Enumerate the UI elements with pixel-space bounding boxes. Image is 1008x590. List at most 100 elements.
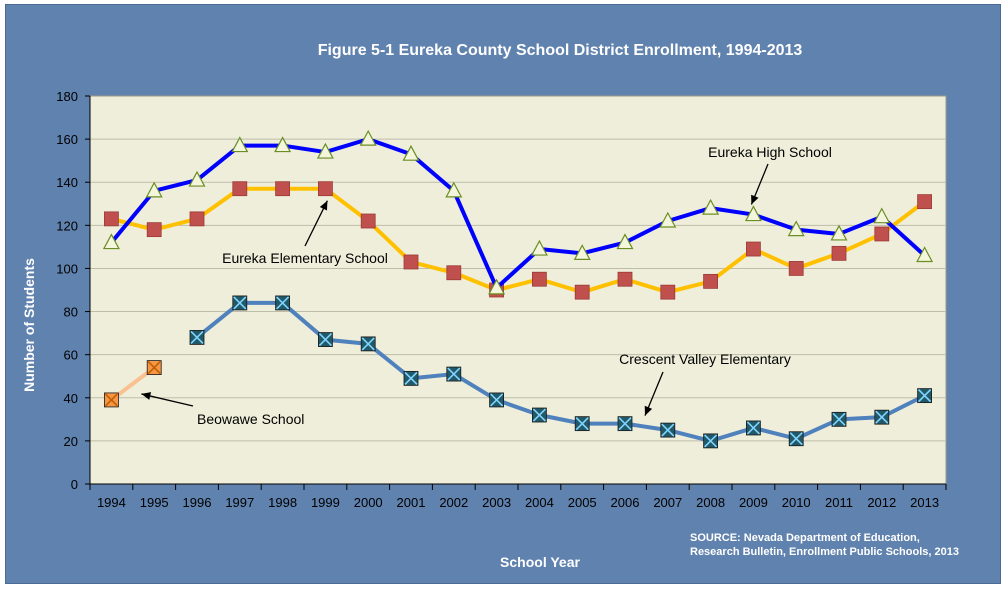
eureka-high-school-point [274, 136, 292, 153]
x-tick-label: 2012 [867, 495, 896, 510]
beowawe-school-arrowhead [141, 392, 152, 400]
eureka-elementary-school-point [189, 211, 205, 227]
crescent-valley-elementary-point [660, 422, 676, 438]
x-tick-label: 2000 [354, 495, 383, 510]
eureka-high-school-line [109, 137, 927, 290]
chart-title: Figure 5-1 Eureka County School District… [318, 42, 803, 59]
x-tick-label: 2001 [397, 495, 426, 510]
x-tick-label: 2003 [482, 495, 511, 510]
eureka-high-school-point [616, 233, 634, 250]
beowawe-school-point [146, 360, 162, 376]
eureka-elementary-school-point [874, 226, 890, 242]
eureka-elementary-school-point [532, 271, 547, 287]
eureka-elementary-school-point [360, 213, 376, 229]
eureka-high-school-point [402, 144, 420, 161]
y-tick-label: 180 [56, 89, 78, 104]
y-tick-label: 60 [64, 348, 78, 363]
eureka-high-school-point [359, 129, 377, 146]
plot-area [89, 95, 947, 485]
crescent-valley-elementary-arrowhead [644, 405, 653, 416]
x-tick-label: 2004 [525, 495, 554, 510]
eureka-elementary-school-point [917, 194, 932, 210]
eureka-high-school-point [744, 205, 762, 222]
eureka-elementary-school-point [446, 265, 462, 281]
x-tick-label: 2013 [910, 495, 939, 510]
x-tick-label: 2006 [611, 495, 640, 510]
x-tick-label: 2010 [782, 495, 811, 510]
eureka-elementary-school-point [574, 284, 590, 300]
source-line-2: Research Bulletin, Enrollment Public Sch… [690, 546, 959, 558]
y-tick-label: 20 [64, 434, 78, 449]
eureka-high-school-point [488, 278, 506, 295]
eureka-elementary-school-point [788, 261, 804, 276]
eureka-elementary-school-point [831, 245, 847, 261]
x-tick-label: 2005 [568, 495, 597, 510]
crescent-valley-elementary-point [746, 420, 761, 436]
eureka-high-school-point [188, 170, 206, 187]
eureka-elementary-school-point [403, 254, 419, 270]
crescent-valley-elementary-point [189, 330, 205, 345]
x-tick-label: 1994 [97, 495, 126, 510]
x-tick-label: 2007 [653, 495, 682, 510]
eureka-high-school-point [102, 233, 120, 250]
eureka-high-school-point [702, 198, 720, 215]
eureka-high-school-point [916, 246, 934, 263]
eureka-high-school-point [445, 181, 463, 198]
eureka-elementary-school-point [275, 181, 291, 197]
x-tick-label: 2011 [825, 495, 853, 510]
crescent-valley-elementary-point [532, 407, 547, 423]
crescent-valley-elementary-point [617, 416, 633, 432]
eureka-elementary-school-label: Eureka Elementary School [222, 250, 388, 266]
eureka-high-school-point [316, 142, 334, 159]
eureka-elementary-school-point [232, 181, 248, 197]
eureka-elementary-school-point [617, 271, 633, 287]
eureka-high-school-point [659, 211, 677, 228]
eureka-high-school-point [231, 136, 249, 153]
x-tick-label: 2008 [696, 495, 725, 510]
crescent-valley-elementary-point [874, 409, 890, 425]
crescent-valley-elementary-point [917, 388, 932, 404]
eureka-elementary-school-arrowhead [319, 200, 328, 211]
eureka-elementary-school-point [146, 222, 162, 238]
x-tick-label: 1995 [140, 495, 169, 510]
eureka-high-school-point [145, 181, 163, 198]
crescent-valley-elementary-point [788, 431, 804, 447]
eureka-high-school-point [530, 239, 548, 256]
y-tick-label: 40 [64, 391, 78, 406]
eureka-elementary-school-point [660, 284, 676, 300]
crescent-valley-elementary-point [574, 416, 590, 432]
x-tick-label: 1998 [268, 495, 297, 510]
crescent-valley-elementary-point [831, 411, 847, 427]
crescent-valley-elementary-point [403, 370, 419, 386]
y-axis-label: Number of Students [21, 258, 37, 392]
y-tick-label: 100 [56, 261, 78, 276]
y-tick-label: 160 [56, 132, 78, 147]
x-axis-label: School Year [500, 554, 580, 570]
crescent-valley-elementary-point [232, 295, 248, 311]
eureka-elementary-school-point [746, 241, 761, 257]
x-tick-label: 1996 [183, 495, 212, 510]
x-tick-label: 1997 [225, 495, 254, 510]
crescent-valley-elementary-point [489, 392, 505, 408]
x-tick-label: 1999 [311, 495, 340, 510]
y-tick-label: 140 [56, 175, 78, 190]
crescent-valley-elementary-point [360, 336, 376, 352]
beowawe-school-point [104, 392, 119, 408]
eureka-high-school-label: Eureka High School [708, 144, 832, 160]
eureka-elementary-school-point [703, 273, 718, 289]
y-tick-label: 120 [56, 218, 78, 233]
x-tick-label: 2002 [439, 495, 468, 510]
eureka-high-school-point [873, 207, 891, 224]
eureka-high-school-point [830, 224, 848, 241]
eureka-high-school-point [787, 220, 805, 237]
eureka-elementary-school-point [317, 181, 333, 197]
crescent-valley-elementary-point [446, 366, 462, 382]
eureka-high-school-arrowhead [751, 194, 759, 205]
y-tick-label: 80 [64, 305, 78, 320]
crescent-valley-elementary-point [703, 433, 718, 449]
eureka-high-school-point [573, 244, 591, 260]
eureka-elementary-school-point [104, 211, 119, 227]
crescent-valley-elementary-label: Crescent Valley Elementary [619, 351, 791, 367]
x-tick-label: 2009 [739, 495, 768, 510]
